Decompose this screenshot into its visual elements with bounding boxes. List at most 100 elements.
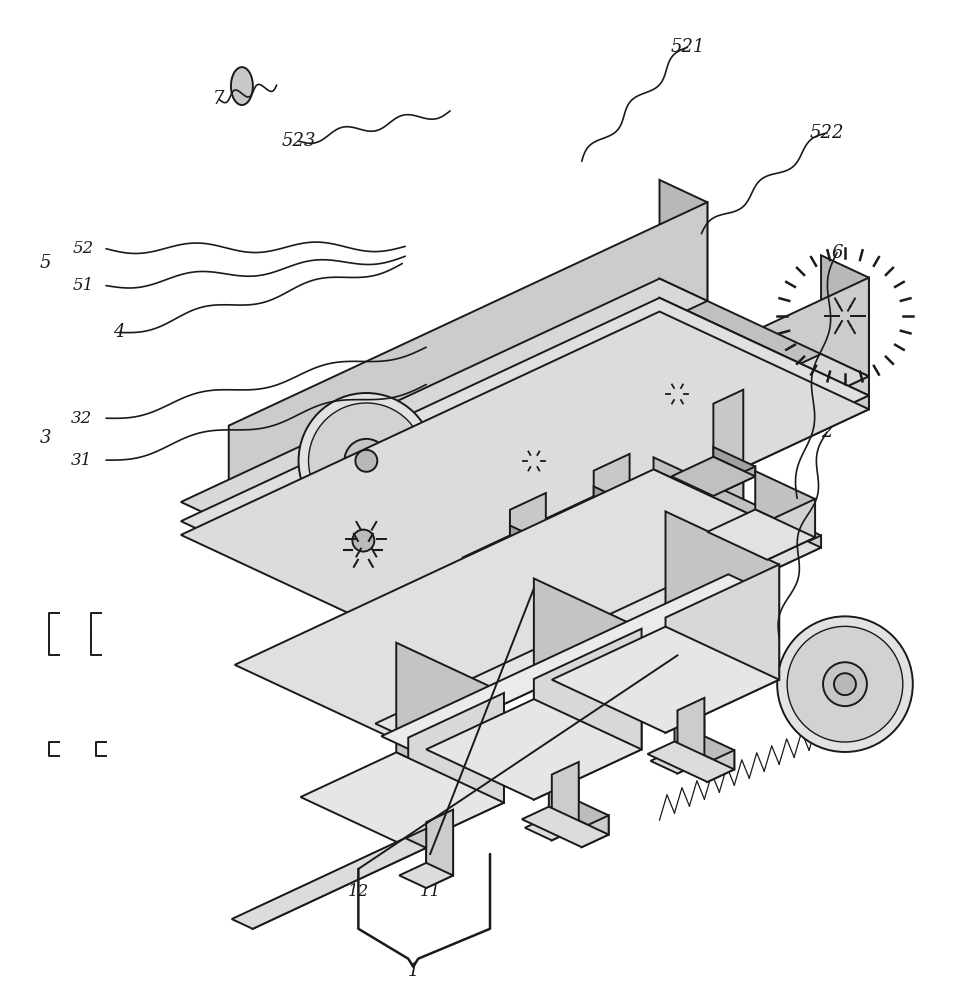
Polygon shape — [407, 693, 503, 847]
Polygon shape — [300, 752, 503, 847]
Ellipse shape — [342, 520, 384, 562]
Text: 31: 31 — [70, 452, 92, 469]
Polygon shape — [821, 255, 868, 376]
Polygon shape — [390, 396, 868, 633]
Polygon shape — [664, 511, 779, 680]
Polygon shape — [545, 496, 641, 541]
Ellipse shape — [231, 67, 253, 105]
Polygon shape — [522, 807, 608, 847]
Ellipse shape — [352, 530, 374, 552]
Polygon shape — [674, 722, 734, 769]
Polygon shape — [509, 548, 557, 580]
Ellipse shape — [306, 483, 420, 598]
Text: 3: 3 — [39, 429, 51, 447]
Polygon shape — [461, 535, 557, 580]
Polygon shape — [229, 202, 706, 524]
Ellipse shape — [295, 473, 431, 608]
Polygon shape — [232, 838, 426, 929]
Polygon shape — [390, 611, 474, 650]
Ellipse shape — [777, 616, 912, 752]
Polygon shape — [509, 476, 545, 625]
Polygon shape — [509, 493, 545, 641]
Polygon shape — [712, 376, 743, 543]
Polygon shape — [671, 457, 754, 496]
Ellipse shape — [308, 403, 424, 519]
Polygon shape — [181, 279, 706, 524]
Ellipse shape — [489, 495, 577, 583]
Ellipse shape — [355, 450, 377, 472]
Polygon shape — [390, 376, 868, 619]
Polygon shape — [677, 698, 703, 773]
Ellipse shape — [344, 439, 388, 483]
Polygon shape — [381, 574, 754, 749]
Polygon shape — [399, 863, 452, 888]
Polygon shape — [252, 829, 426, 929]
Polygon shape — [407, 567, 754, 739]
Polygon shape — [650, 748, 703, 773]
Text: 522: 522 — [809, 124, 843, 142]
Polygon shape — [181, 298, 868, 619]
Polygon shape — [593, 509, 641, 541]
Polygon shape — [525, 815, 578, 840]
Polygon shape — [474, 608, 545, 641]
Polygon shape — [407, 577, 754, 749]
Polygon shape — [509, 526, 557, 558]
Polygon shape — [593, 486, 641, 519]
Polygon shape — [402, 678, 461, 706]
Ellipse shape — [498, 504, 569, 574]
Polygon shape — [581, 815, 608, 847]
Ellipse shape — [786, 626, 902, 742]
Polygon shape — [390, 278, 868, 600]
Polygon shape — [402, 535, 821, 743]
Polygon shape — [683, 529, 743, 557]
Polygon shape — [426, 797, 452, 875]
Text: 1: 1 — [407, 962, 418, 980]
Polygon shape — [551, 762, 578, 840]
Ellipse shape — [833, 673, 855, 695]
Polygon shape — [728, 564, 754, 587]
Polygon shape — [551, 627, 779, 733]
Polygon shape — [658, 180, 706, 301]
Text: 51: 51 — [72, 277, 94, 294]
Text: 11: 11 — [419, 883, 441, 900]
Polygon shape — [653, 457, 821, 548]
Ellipse shape — [633, 562, 721, 650]
Ellipse shape — [670, 599, 684, 613]
Polygon shape — [533, 629, 641, 800]
Polygon shape — [548, 787, 608, 835]
Polygon shape — [658, 298, 868, 409]
Polygon shape — [181, 312, 868, 633]
Polygon shape — [722, 552, 754, 577]
Ellipse shape — [298, 393, 434, 529]
Polygon shape — [766, 499, 814, 560]
Text: 5: 5 — [39, 254, 51, 272]
Polygon shape — [706, 750, 734, 782]
Polygon shape — [342, 354, 868, 600]
Polygon shape — [593, 437, 629, 586]
Polygon shape — [593, 454, 629, 602]
Polygon shape — [375, 562, 754, 739]
Ellipse shape — [527, 532, 540, 546]
Polygon shape — [234, 469, 821, 743]
Polygon shape — [712, 466, 754, 496]
Polygon shape — [551, 749, 578, 828]
Text: 6: 6 — [830, 244, 842, 262]
Text: 521: 521 — [669, 38, 704, 56]
Ellipse shape — [642, 571, 711, 641]
Polygon shape — [432, 557, 461, 692]
Text: 2: 2 — [821, 423, 832, 441]
Ellipse shape — [663, 593, 690, 619]
Ellipse shape — [823, 662, 866, 706]
Polygon shape — [404, 819, 426, 848]
Polygon shape — [706, 509, 814, 560]
Ellipse shape — [521, 526, 546, 552]
Polygon shape — [533, 578, 641, 749]
Polygon shape — [432, 621, 474, 650]
Polygon shape — [664, 565, 779, 733]
Polygon shape — [658, 279, 868, 396]
Polygon shape — [432, 601, 474, 630]
Text: 12: 12 — [348, 883, 368, 900]
Polygon shape — [426, 699, 641, 800]
Polygon shape — [647, 741, 734, 782]
Polygon shape — [557, 569, 629, 602]
